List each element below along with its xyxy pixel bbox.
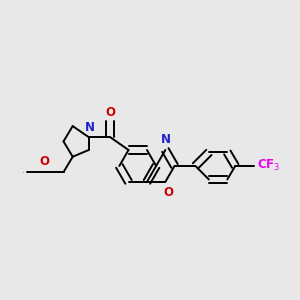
Text: O: O xyxy=(39,155,49,168)
Text: N: N xyxy=(161,133,171,146)
Text: CF$_3$: CF$_3$ xyxy=(257,158,280,173)
Text: N: N xyxy=(85,121,94,134)
Text: O: O xyxy=(105,106,115,119)
Text: O: O xyxy=(164,186,173,199)
